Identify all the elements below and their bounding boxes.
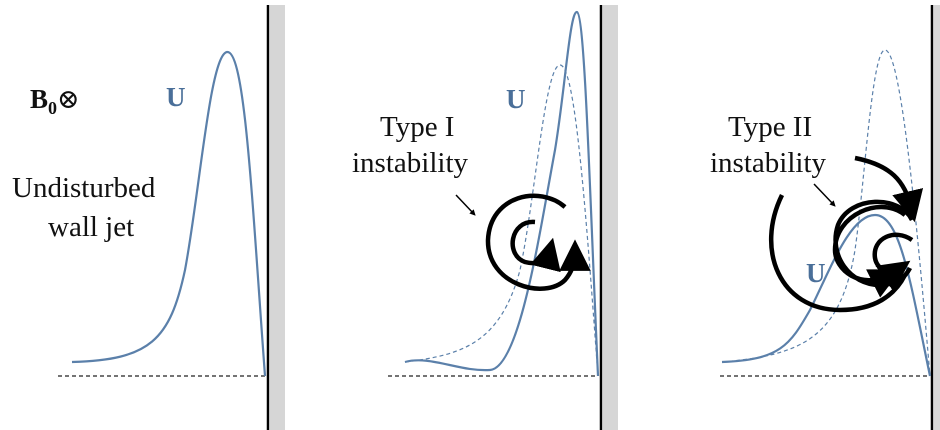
field-subscript: 0 [48,98,57,118]
caption: instability [710,147,827,179]
vortex [854,155,924,223]
caption: instability [352,147,469,179]
wall-band [934,5,940,430]
pointer [455,194,476,216]
vortex [510,219,561,273]
vortex [485,193,591,291]
pointer [813,183,836,207]
field-symbol: B [30,84,48,114]
velocity-profile [404,10,600,377]
u-label: U [166,82,186,112]
undisturbed-profile [404,64,599,377]
vortex [832,204,907,298]
u-label: U [806,258,826,288]
u-label: U [506,84,526,114]
caption: Type II [728,111,812,143]
vortex [872,232,914,292]
undisturbed-profile [721,49,931,377]
caption: wall jet [48,211,134,243]
velocity-profile [721,213,932,377]
caption: Undisturbed [12,172,156,204]
field-direction: ⊗ [57,84,80,114]
field-label: B0⊗ [30,84,80,118]
velocity-profile [71,50,267,377]
caption: Type I [380,111,454,143]
wall-band [603,5,618,430]
wall-band [270,5,285,430]
